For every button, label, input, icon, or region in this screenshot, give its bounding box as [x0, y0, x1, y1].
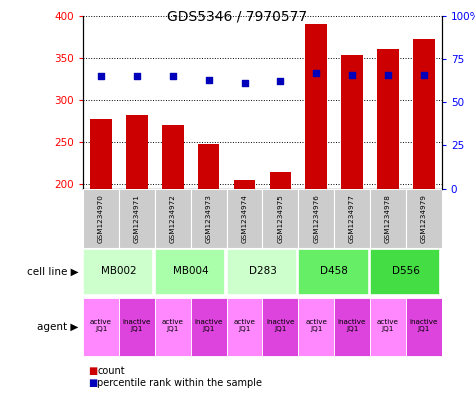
Bar — [342, 55, 363, 353]
Point — [169, 73, 177, 79]
Bar — [406, 298, 442, 356]
Point — [97, 73, 105, 79]
Text: GSM1234973: GSM1234973 — [206, 194, 212, 242]
Bar — [298, 298, 334, 356]
Bar — [262, 298, 298, 356]
Point — [276, 78, 284, 84]
Bar — [227, 298, 262, 356]
Bar — [191, 189, 227, 248]
Text: agent ▶: agent ▶ — [37, 322, 78, 332]
Bar — [377, 50, 399, 353]
Text: GSM1234977: GSM1234977 — [349, 194, 355, 242]
Point — [420, 72, 428, 78]
Text: inactive
JQ1: inactive JQ1 — [194, 320, 223, 332]
Text: active
JQ1: active JQ1 — [377, 320, 399, 332]
Text: D556: D556 — [392, 266, 420, 276]
Text: cell line ▶: cell line ▶ — [27, 267, 78, 277]
Bar — [298, 249, 369, 295]
Text: GSM1234972: GSM1234972 — [170, 194, 176, 242]
Bar — [370, 189, 406, 248]
Text: active
JQ1: active JQ1 — [162, 320, 184, 332]
Text: GSM1234970: GSM1234970 — [98, 194, 104, 242]
Text: GSM1234976: GSM1234976 — [313, 194, 319, 242]
Bar — [370, 298, 406, 356]
Text: active
JQ1: active JQ1 — [234, 320, 256, 332]
Bar — [155, 249, 225, 295]
Bar — [191, 298, 227, 356]
Point — [133, 73, 141, 79]
Bar — [198, 144, 219, 353]
Bar — [413, 39, 435, 353]
Bar — [83, 189, 119, 248]
Text: count: count — [97, 366, 125, 376]
Text: GSM1234979: GSM1234979 — [421, 194, 427, 242]
Bar — [334, 298, 370, 356]
Text: GSM1234974: GSM1234974 — [241, 194, 247, 242]
Text: GSM1234971: GSM1234971 — [134, 194, 140, 242]
Bar — [298, 189, 334, 248]
Text: active
JQ1: active JQ1 — [305, 320, 327, 332]
Bar — [162, 125, 183, 353]
Bar — [155, 189, 191, 248]
Text: D283: D283 — [248, 266, 276, 276]
Bar — [370, 249, 440, 295]
Bar — [90, 119, 112, 353]
Text: GSM1234978: GSM1234978 — [385, 194, 391, 242]
Bar — [406, 189, 442, 248]
Bar — [126, 115, 148, 353]
Text: ■: ■ — [88, 366, 97, 376]
Bar — [83, 298, 119, 356]
Text: active
JQ1: active JQ1 — [90, 320, 112, 332]
Bar — [334, 189, 370, 248]
Point — [384, 72, 392, 78]
Point — [241, 80, 248, 86]
Bar — [234, 180, 255, 353]
Bar — [305, 24, 327, 353]
Text: MB002: MB002 — [101, 266, 137, 276]
Text: D458: D458 — [320, 266, 348, 276]
Bar — [262, 189, 298, 248]
Bar — [83, 249, 153, 295]
Point — [348, 72, 356, 78]
Point — [205, 77, 212, 83]
Bar — [119, 298, 155, 356]
Text: MB004: MB004 — [173, 266, 209, 276]
Text: GDS5346 / 7970577: GDS5346 / 7970577 — [167, 10, 308, 24]
Bar — [270, 172, 291, 353]
Text: inactive
JQ1: inactive JQ1 — [338, 320, 366, 332]
Text: inactive
JQ1: inactive JQ1 — [123, 320, 151, 332]
Bar — [155, 298, 191, 356]
Text: inactive
JQ1: inactive JQ1 — [409, 320, 438, 332]
Text: GSM1234975: GSM1234975 — [277, 194, 284, 242]
Text: percentile rank within the sample: percentile rank within the sample — [97, 378, 262, 388]
Point — [313, 70, 320, 76]
Bar — [227, 189, 262, 248]
Bar — [227, 249, 297, 295]
Text: inactive
JQ1: inactive JQ1 — [266, 320, 294, 332]
Bar — [119, 189, 155, 248]
Text: ■: ■ — [88, 378, 97, 388]
